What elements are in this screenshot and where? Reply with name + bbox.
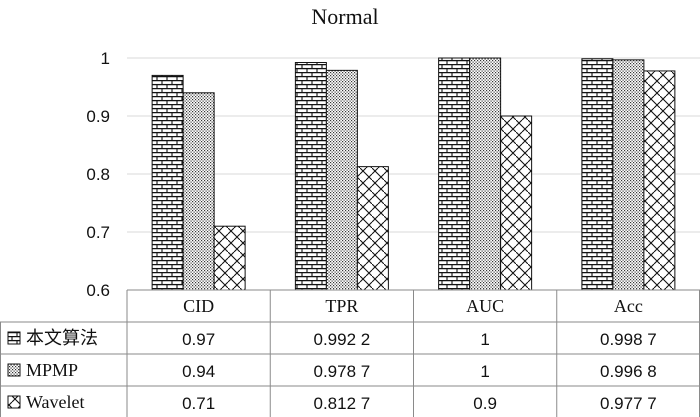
- data-label: 0.998 7: [600, 330, 657, 349]
- legend-entry: Wavelet: [26, 392, 85, 412]
- y-tick-label: 0.9: [86, 107, 110, 126]
- bar-dots: [182, 92, 215, 291]
- data-label: 0.977 7: [600, 394, 657, 413]
- bar-dots: [325, 69, 358, 291]
- bar-weave: [356, 166, 389, 291]
- data-label: 0.71: [182, 394, 215, 413]
- y-axis-ticks: 0.6 0.7 0.8 0.9 1: [86, 49, 110, 300]
- bar-weave: [500, 115, 533, 291]
- bars: [151, 57, 676, 291]
- bar-brick: [294, 62, 327, 291]
- data-table: CID TPR AUC Acc 本文算法 0.97 0.992 2 1 0.998 7 MPMP 0…: [0, 289, 700, 417]
- weave-icon: [7, 395, 21, 409]
- data-label: 1: [480, 330, 489, 349]
- data-label: 0.9: [473, 394, 497, 413]
- bar-brick: [581, 58, 614, 291]
- bar-dots: [612, 59, 645, 291]
- y-tick-label: 1: [101, 49, 110, 68]
- category-label: Acc: [614, 296, 643, 316]
- category-label: CID: [183, 296, 214, 316]
- data-label: 0.996 8: [600, 362, 657, 381]
- bar-brick: [151, 74, 184, 291]
- y-tick-label: 0.8: [86, 165, 110, 184]
- legend-entry: 本文算法: [26, 328, 98, 348]
- data-label: 0.812 7: [314, 394, 371, 413]
- data-label: 1: [480, 362, 489, 381]
- y-tick-label: 0.6: [86, 281, 110, 300]
- bar-weave: [643, 70, 676, 291]
- data-label: 0.97: [182, 330, 215, 349]
- data-label: 0.94: [182, 362, 215, 381]
- category-label: AUC: [466, 296, 504, 316]
- bar-dots: [469, 57, 502, 291]
- bar-weave: [213, 225, 246, 291]
- bar-brick: [438, 57, 471, 291]
- legend-entry: MPMP: [26, 360, 78, 380]
- y-tick-label: 0.7: [86, 223, 110, 242]
- brick-icon: [7, 331, 21, 345]
- category-label: TPR: [325, 296, 358, 316]
- dots-icon: [7, 363, 21, 377]
- data-label: 0.992 2: [314, 330, 371, 349]
- data-label: 0.978 7: [314, 362, 371, 381]
- chart-title: Normal: [311, 4, 378, 29]
